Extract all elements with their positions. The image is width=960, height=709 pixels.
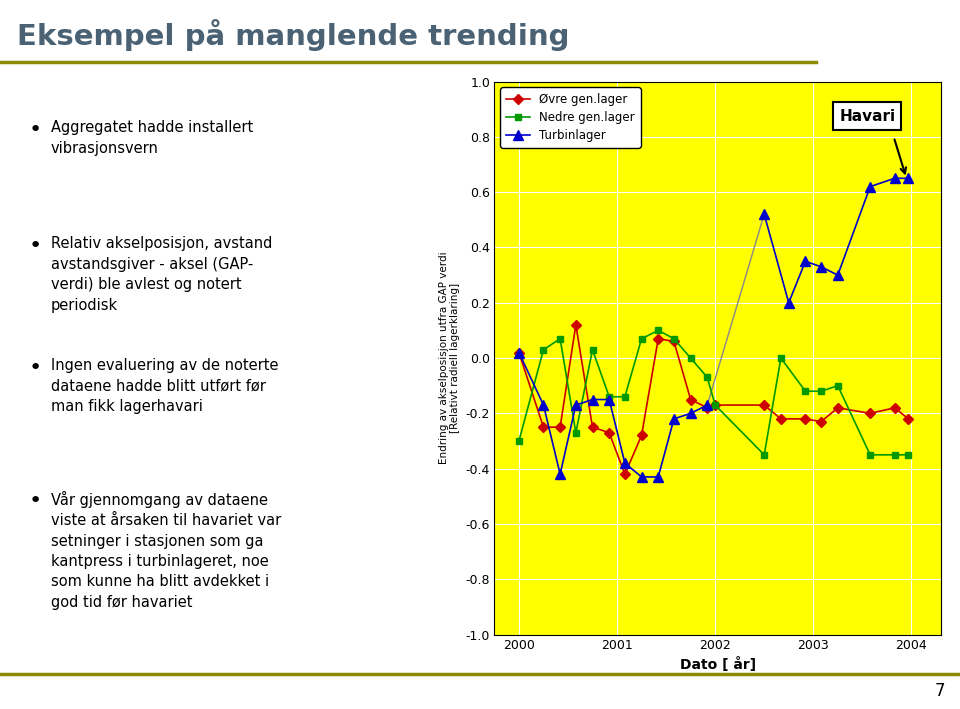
Text: •: • [28,491,41,510]
Text: •: • [28,236,41,257]
Text: •: • [28,121,41,140]
Text: Relativ akselposisjon, avstand
avstandsgiver - aksel (GAP-
verdi) ble avlest og : Relativ akselposisjon, avstand avstandsg… [51,236,272,313]
Y-axis label: Endring av akselposisjon utfra GAP verdi
[Relativt radiell lagerklaring]: Endring av akselposisjon utfra GAP verdi… [439,252,460,464]
Text: Eksempel på manglende trending: Eksempel på manglende trending [17,19,570,51]
Text: 7: 7 [935,682,946,700]
Text: Havari: Havari [839,108,896,123]
Text: •: • [28,358,41,378]
X-axis label: Dato [ år]: Dato [ år] [680,657,756,672]
Text: Vår gjennomgang av dataene
viste at årsaken til havariet var
setninger i stasjon: Vår gjennomgang av dataene viste at årsa… [51,491,281,610]
Legend: Øvre gen.lager, Nedre gen.lager, Turbinlager: Øvre gen.lager, Nedre gen.lager, Turbinl… [500,87,640,147]
Text: Ingen evaluering av de noterte
dataene hadde blitt utført før
man fikk lagerhava: Ingen evaluering av de noterte dataene h… [51,358,278,414]
Text: Aggregatet hadde installert
vibrasjonsvern: Aggregatet hadde installert vibrasjonsve… [51,121,253,156]
